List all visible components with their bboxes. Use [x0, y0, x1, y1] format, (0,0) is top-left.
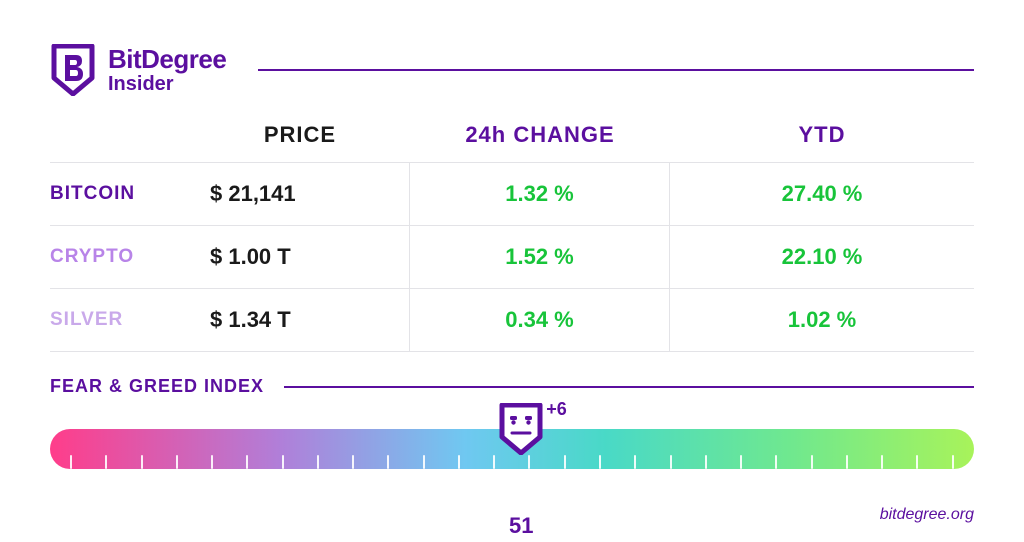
gauge-tick [599, 455, 601, 469]
logo-subtitle: Insider [108, 74, 226, 94]
gauge-tick [564, 455, 566, 469]
table-header-change: 24h CHANGE [410, 114, 670, 162]
gauge-tick [916, 455, 918, 469]
footer-link: bitdegree.org [880, 506, 974, 524]
bitdegree-shield-icon [50, 44, 96, 96]
fear-greed-rule [284, 386, 974, 388]
gauge-tick [493, 455, 495, 469]
gauge-tick [176, 455, 178, 469]
row-change: 1.52 % [410, 226, 670, 288]
gauge-tick [881, 455, 883, 469]
price-table: PRICE 24h CHANGE YTD BITCOIN$ 21,1411.32… [50, 114, 974, 352]
face-shield-icon [498, 403, 544, 455]
gauge-marker: +6 51 [498, 403, 544, 539]
header-rule [258, 69, 974, 71]
table-row: SILVER$ 1.34 T0.34 %1.02 % [50, 288, 974, 352]
row-ytd: 1.02 % [670, 289, 974, 351]
fear-greed-title: FEAR & GREED INDEX [50, 376, 264, 397]
fear-greed-gauge: +6 51 [50, 429, 974, 469]
table-row: BITCOIN$ 21,1411.32 %27.40 % [50, 162, 974, 225]
logo-text: BitDegree Insider [108, 46, 226, 94]
row-label: SILVER [50, 291, 210, 349]
table-header-empty [50, 127, 210, 149]
row-price: $ 1.00 T [210, 226, 410, 288]
row-ytd: 27.40 % [670, 163, 974, 225]
gauge-tick [705, 455, 707, 469]
table-body: BITCOIN$ 21,1411.32 %27.40 %CRYPTO$ 1.00… [50, 162, 974, 352]
gauge-tick [775, 455, 777, 469]
gauge-tick [211, 455, 213, 469]
gauge-tick [634, 455, 636, 469]
logo: BitDegree Insider [50, 44, 226, 96]
gauge-tick [387, 455, 389, 469]
gauge-tick [282, 455, 284, 469]
row-label: BITCOIN [50, 165, 210, 223]
table-row: CRYPTO$ 1.00 T1.52 %22.10 % [50, 225, 974, 288]
row-change: 0.34 % [410, 289, 670, 351]
table-header-row: PRICE 24h CHANGE YTD [50, 114, 974, 162]
gauge-tick [352, 455, 354, 469]
gauge-delta: +6 [546, 399, 567, 420]
row-label: CRYPTO [50, 228, 210, 286]
gauge-tick [846, 455, 848, 469]
table-header-ytd: YTD [670, 114, 974, 162]
gauge-tick [740, 455, 742, 469]
gauge-tick [423, 455, 425, 469]
gauge-tick [141, 455, 143, 469]
gauge-tick [458, 455, 460, 469]
gauge-tick [105, 455, 107, 469]
row-price: $ 1.34 T [210, 289, 410, 351]
gauge-tick [317, 455, 319, 469]
row-change: 1.32 % [410, 163, 670, 225]
insider-card: BitDegree Insider PRICE 24h CHANGE YTD B… [0, 0, 1024, 542]
table-header-price: PRICE [210, 114, 410, 162]
gauge-tick [70, 455, 72, 469]
row-price: $ 21,141 [210, 163, 410, 225]
gauge-tick [952, 455, 954, 469]
row-ytd: 22.10 % [670, 226, 974, 288]
gauge-tick [670, 455, 672, 469]
gauge-tick [811, 455, 813, 469]
gauge-value: 51 [509, 513, 533, 539]
header: BitDegree Insider [50, 44, 974, 96]
logo-title: BitDegree [108, 46, 226, 72]
fear-greed-header: FEAR & GREED INDEX [50, 376, 974, 397]
gauge-tick [246, 455, 248, 469]
